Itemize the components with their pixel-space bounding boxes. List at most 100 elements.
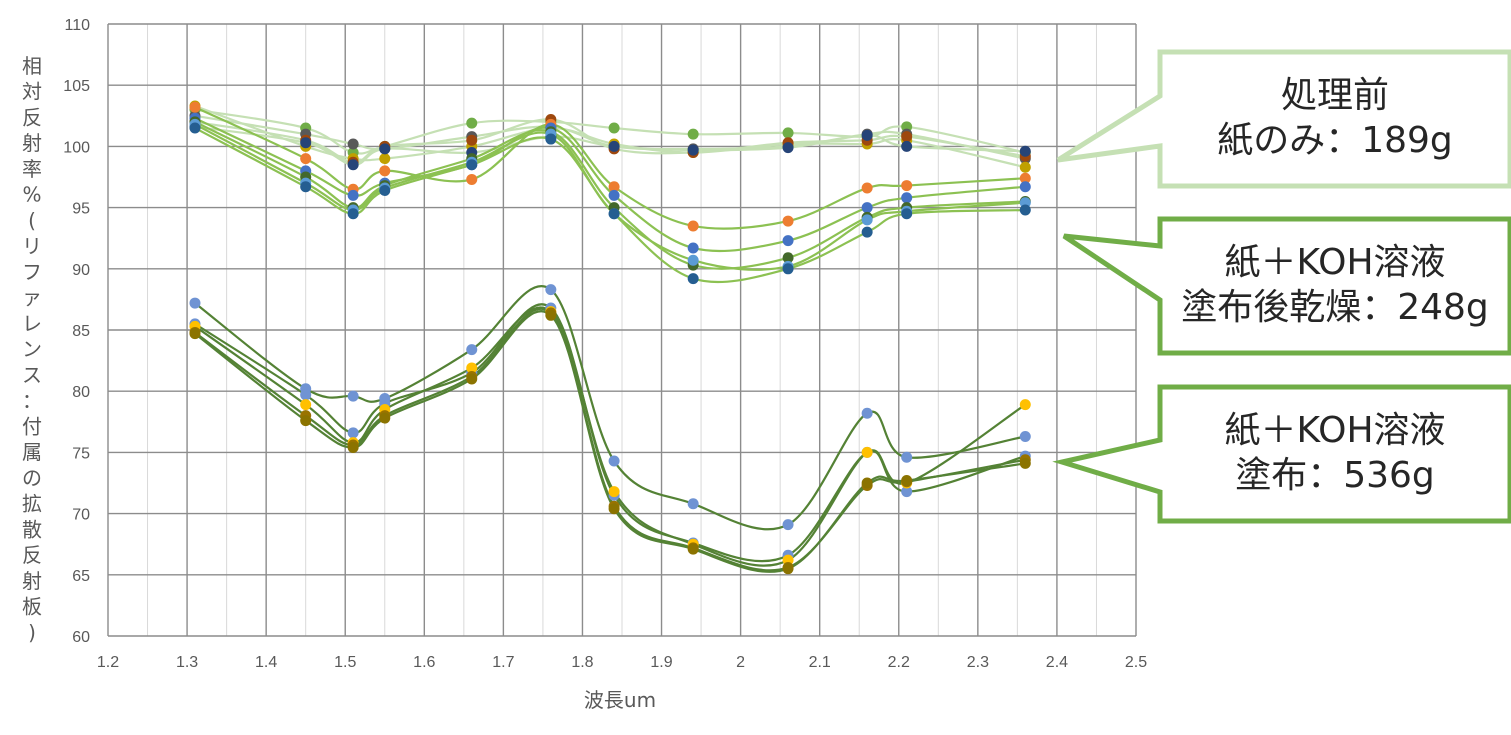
data-point-group-2: [1019, 181, 1031, 193]
callout-box-group-1: [1056, 49, 1511, 189]
x-tick-label: 1.3: [176, 654, 198, 671]
data-point-group-2: [901, 208, 913, 220]
callout-label-group-2: 紙＋KOH溶液: [1224, 242, 1445, 283]
data-point-group-3: [300, 399, 312, 411]
data-point-group-2: [379, 165, 391, 177]
data-point-group-3: [466, 373, 478, 385]
data-point-group-2: [608, 181, 620, 193]
data-point-group-1: [466, 117, 478, 129]
y-tick-label: 110: [64, 17, 90, 34]
y-tick-label: 95: [72, 201, 90, 218]
data-point-group-2: [861, 214, 873, 226]
data-point-group-3: [189, 297, 201, 309]
data-point-group-2: [189, 101, 201, 113]
data-point-group-1: [347, 159, 359, 171]
data-point-group-3: [300, 415, 312, 427]
grid: [107, 23, 1137, 637]
data-point-group-3: [545, 284, 557, 296]
y-tick-label: 80: [72, 384, 90, 401]
data-point-group-1: [347, 138, 359, 150]
x-tick-label: 2.4: [1046, 654, 1068, 671]
data-point-group-2: [901, 192, 913, 204]
data-point-group-2: [466, 173, 478, 185]
data-point-group-1: [608, 140, 620, 152]
y-axis-title: 相対反射率% (リファレンス：付属の拡散反射板): [22, 54, 42, 644]
data-point-group-3: [861, 407, 873, 419]
series-lines: [194, 104, 1026, 573]
x-tick-label: 2.5: [1125, 654, 1147, 671]
data-point-group-3: [687, 543, 699, 555]
series-points: [189, 100, 1031, 575]
callouts: 処理前紙のみ：189g紙＋KOH溶液塗布後乾燥：248g紙＋KOH溶液塗布：53…: [1052, 49, 1511, 524]
y-tick-label: 70: [72, 507, 90, 524]
x-tick-label: 2: [736, 654, 745, 671]
x-tick-label: 1.8: [571, 654, 593, 671]
y-tick-label: 65: [72, 568, 90, 585]
series-line-group-1: [194, 125, 1026, 166]
data-point-group-2: [1019, 172, 1031, 184]
data-point-group-2: [861, 226, 873, 238]
data-point-group-3: [901, 486, 913, 498]
data-point-group-2: [782, 263, 794, 275]
x-axis-title: 波長um: [584, 688, 656, 712]
x-tick-label: 2.3: [967, 654, 989, 671]
x-tick-label: 1.6: [413, 654, 435, 671]
data-point-group-2: [901, 180, 913, 192]
data-point-group-1: [1019, 161, 1031, 173]
data-point-group-1: [687, 144, 699, 156]
x-tick-label: 1.9: [650, 654, 672, 671]
data-point-group-3: [782, 519, 794, 531]
data-point-group-2: [300, 153, 312, 165]
data-point-group-2: [466, 159, 478, 171]
y-tick-label: 90: [72, 262, 90, 279]
data-point-group-3: [861, 477, 873, 489]
data-point-group-3: [466, 362, 478, 374]
data-point-group-3: [300, 389, 312, 401]
data-point-group-1: [901, 131, 913, 143]
data-point-group-2: [782, 235, 794, 247]
series-line-group-3: [194, 310, 1026, 573]
callout-label-group-3: 塗布：536g: [1235, 455, 1435, 496]
callout-label-group-3: 紙＋KOH溶液: [1224, 410, 1445, 451]
data-point-group-1: [901, 140, 913, 152]
series-line-group-3: [194, 306, 1026, 567]
data-point-group-2: [1019, 204, 1031, 216]
data-point-group-3: [901, 475, 913, 487]
data-point-group-3: [608, 486, 620, 498]
data-point-group-3: [608, 503, 620, 515]
data-point-group-3: [1019, 399, 1031, 411]
y-tick-label: 100: [63, 139, 90, 156]
y-tick-label: 85: [72, 323, 90, 340]
data-point-group-3: [347, 390, 359, 402]
x-tick-label: 1.7: [492, 654, 514, 671]
callout-label-group-2: 塗布後乾燥：248g: [1181, 287, 1489, 328]
data-point-group-2: [782, 215, 794, 227]
callout-box-group-2: [1062, 216, 1511, 356]
callout-box-group-3: [1052, 384, 1511, 524]
data-point-group-1: [1019, 145, 1031, 157]
data-point-group-1: [687, 128, 699, 140]
data-point-group-2: [347, 208, 359, 220]
data-point-group-1: [300, 137, 312, 149]
data-point-group-2: [189, 122, 201, 134]
data-point-group-3: [1019, 430, 1031, 442]
x-tick-label: 1.2: [97, 654, 119, 671]
x-tick-label: 1.5: [334, 654, 356, 671]
data-point-group-3: [901, 451, 913, 463]
data-point-group-1: [608, 122, 620, 134]
x-tick-label: 2.2: [888, 654, 910, 671]
data-point-group-1: [379, 153, 391, 165]
data-point-group-2: [782, 252, 794, 264]
data-point-group-2: [379, 184, 391, 196]
x-tick-label: 2.1: [809, 654, 831, 671]
data-point-group-2: [608, 189, 620, 201]
callout-label-group-1: 処理前: [1281, 75, 1389, 116]
data-point-group-3: [189, 328, 201, 340]
data-point-group-2: [300, 181, 312, 193]
data-point-group-1: [379, 143, 391, 155]
data-point-group-3: [782, 563, 794, 575]
data-point-group-2: [347, 189, 359, 201]
series-line-group-1: [194, 118, 1026, 164]
data-point-group-3: [687, 498, 699, 510]
